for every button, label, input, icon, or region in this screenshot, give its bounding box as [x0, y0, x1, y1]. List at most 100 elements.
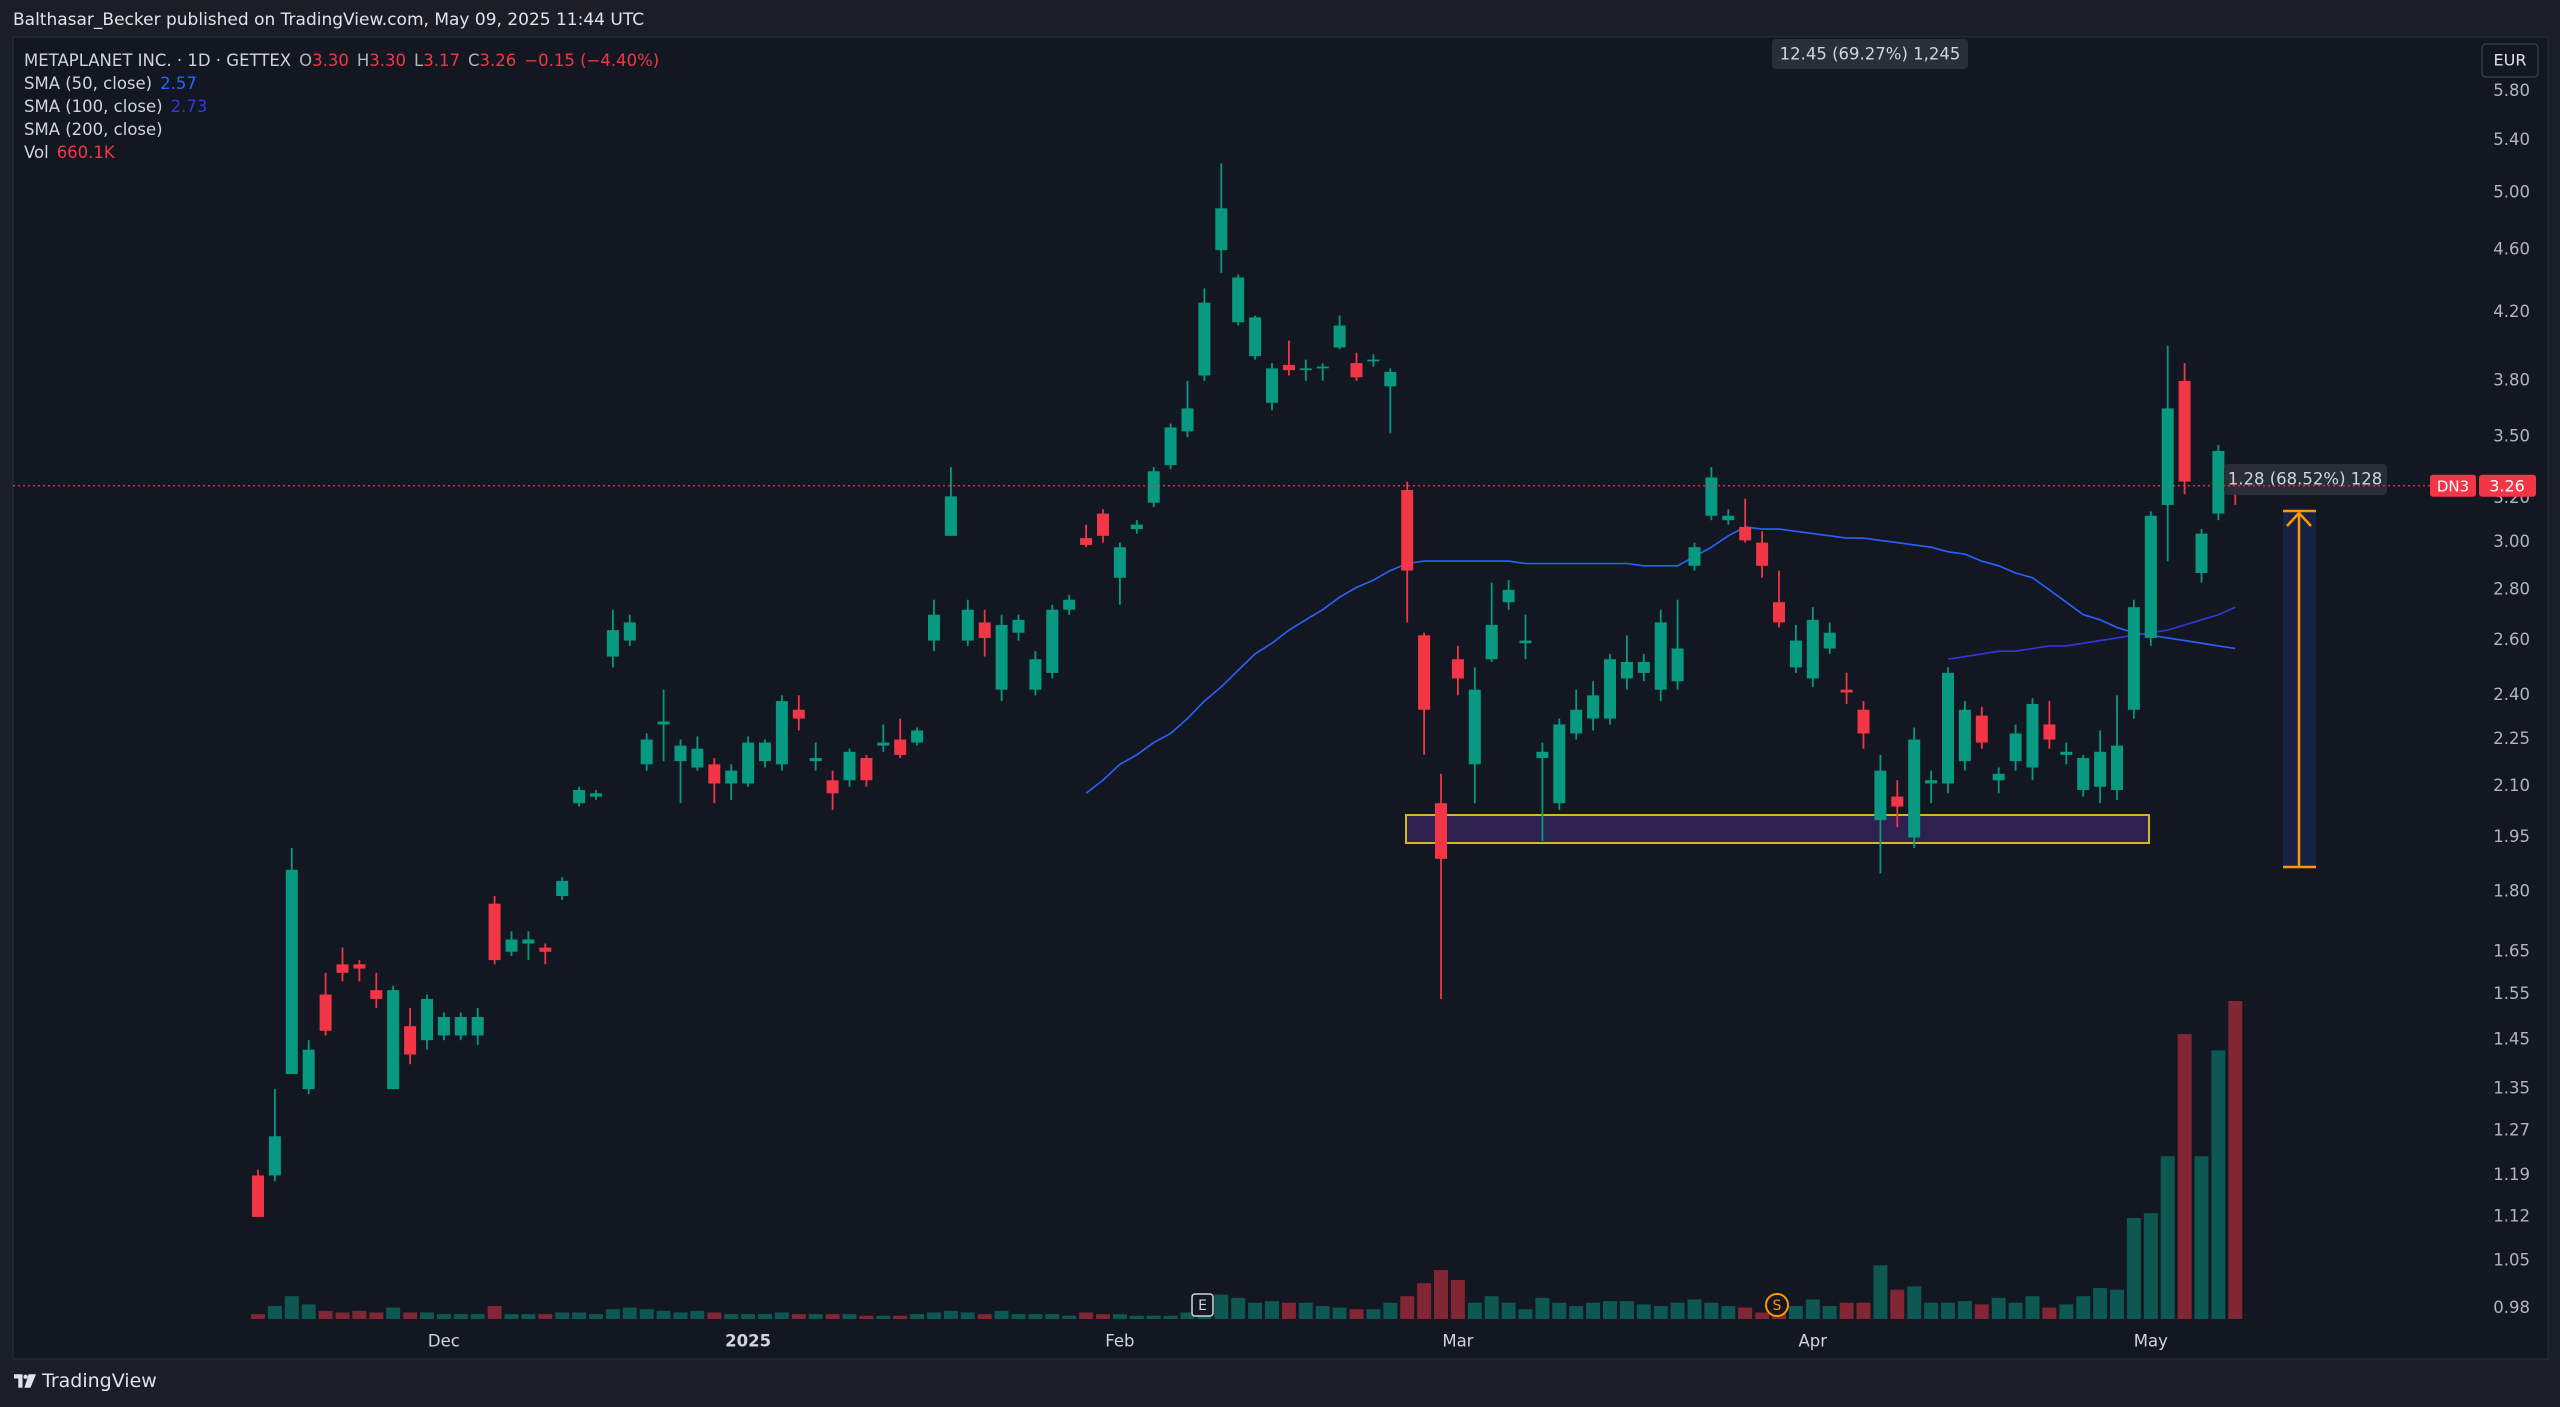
layer: 12.45 (69.27%) 1,245 1.28 (68.52%) 128 E… [1191, 39, 2539, 1317]
volume-name: Vol [24, 143, 49, 162]
volume-bar [1873, 1265, 1888, 1319]
layer [1405, 509, 2316, 869]
volume-bar [2160, 1156, 2175, 1319]
price-tag-box [2430, 474, 2476, 497]
legend-value: 2.73 [170, 97, 208, 116]
measure-label: 12.45 (69.27%) 1,245 [1780, 45, 1961, 64]
candle-body [843, 751, 856, 781]
candle-body [268, 1136, 281, 1176]
sma-line [1947, 606, 2236, 660]
volume-bar [994, 1310, 1009, 1319]
legend: METAPLANET INC. · 1D · GETTEX O3.30 H3.30 L… [24, 49, 659, 164]
volume-value: 660.1K [56, 143, 115, 162]
candle-body [1671, 648, 1684, 682]
y-tick-label: 1.12 [2493, 1206, 2530, 1225]
candle-body [1384, 371, 1397, 387]
volume-bar [1991, 1297, 2006, 1319]
volume-bar [267, 1305, 282, 1319]
candle-body [1350, 363, 1363, 378]
volume-bar [1687, 1299, 1702, 1319]
volume-bar [284, 1296, 299, 1319]
candle-body [1992, 773, 2005, 781]
volume-bar [1552, 1302, 1567, 1319]
volume-bar [1738, 1307, 1753, 1319]
candle-body [1282, 364, 1295, 371]
y-tick-label: 4.20 [2493, 302, 2530, 321]
volume-bar [589, 1314, 603, 1319]
event-marker[interactable] [1765, 1293, 1789, 1317]
candle-body [437, 1016, 450, 1036]
candle-body [2127, 607, 2140, 710]
volume-bar [1062, 1315, 1077, 1319]
candle-body [1620, 661, 1633, 679]
volume-bar [673, 1312, 688, 1319]
candle-body [2161, 408, 2174, 505]
volume-bar [1129, 1315, 1144, 1319]
candle-body [2009, 733, 2022, 762]
logo [14, 1374, 36, 1388]
volume-bar [927, 1312, 941, 1319]
event-marker[interactable] [1191, 1293, 1214, 1317]
event-marker-label: S [1773, 1298, 1782, 1314]
candle-body [826, 780, 839, 794]
volume-bar [1957, 1301, 1972, 1319]
y-tick-label: 2.80 [2493, 579, 2530, 598]
volume-bar [1670, 1302, 1685, 1319]
candle-body [1587, 695, 1600, 719]
candle-body [1925, 780, 1938, 784]
measure-label-box [2224, 464, 2387, 495]
ohlc-value: 3.30 [369, 51, 407, 70]
y-tick-label: 1.55 [2493, 984, 2530, 1003]
x-tick-label: Feb [1105, 1332, 1134, 1351]
publisher-line: Balthasar_Becker published on TradingVie… [13, 10, 645, 30]
volume-bar [1484, 1296, 1499, 1319]
candle-body [556, 880, 569, 897]
volume-bar [2042, 1307, 2057, 1319]
y-tick-label: 5.00 [2493, 183, 2530, 202]
volume-bar [758, 1314, 772, 1319]
volume-bar [2076, 1296, 2091, 1319]
candle-body [302, 1049, 315, 1090]
ohlc-key: O [299, 51, 313, 70]
volume-bar [707, 1312, 722, 1319]
volume-bar [656, 1310, 671, 1319]
candle-body [488, 903, 501, 961]
currency-button[interactable] [2481, 43, 2539, 78]
candle-body [1840, 689, 1853, 693]
candle-body [1553, 724, 1566, 804]
measure-label: 1.28 (68.52%) 128 [2228, 470, 2383, 489]
price-tag: DN3 [2437, 477, 2469, 495]
volume-bar [910, 1314, 925, 1319]
volume-bar [1231, 1297, 1246, 1319]
candle-body [336, 964, 349, 973]
candle-body [252, 1175, 264, 1217]
candle-body [1097, 513, 1109, 536]
volume-bar [538, 1314, 553, 1319]
volume-bar [1518, 1309, 1533, 1319]
volume-bar [1180, 1312, 1195, 1319]
y-tick-label: 5.80 [2493, 81, 2530, 100]
candle-body [285, 869, 298, 1075]
volume-bar [1890, 1289, 1905, 1319]
volume-bar [1569, 1305, 1584, 1319]
volume-bar [1045, 1314, 1060, 1319]
volume-bar [690, 1310, 705, 1319]
y-tick-label: 3.50 [2493, 427, 2530, 446]
candle-body [505, 939, 518, 952]
volume-bar [2143, 1213, 2158, 1319]
sma-layer [1085, 526, 2236, 794]
legend-name: SMA (50, close) [24, 74, 153, 93]
candle-body [2060, 751, 2073, 755]
volume-bar [1586, 1302, 1601, 1319]
volume-bar [1096, 1314, 1110, 1319]
volume-bar [1400, 1296, 1415, 1319]
volume-bar [1788, 1305, 1803, 1319]
candle-body [1789, 640, 1802, 668]
candle-body [573, 789, 586, 804]
volume-bar [1417, 1283, 1432, 1319]
candle-body [1958, 709, 1971, 762]
measure-label-box [1772, 39, 1968, 69]
volume-layer [251, 1001, 2243, 1319]
volume-bar [2211, 1050, 2226, 1319]
